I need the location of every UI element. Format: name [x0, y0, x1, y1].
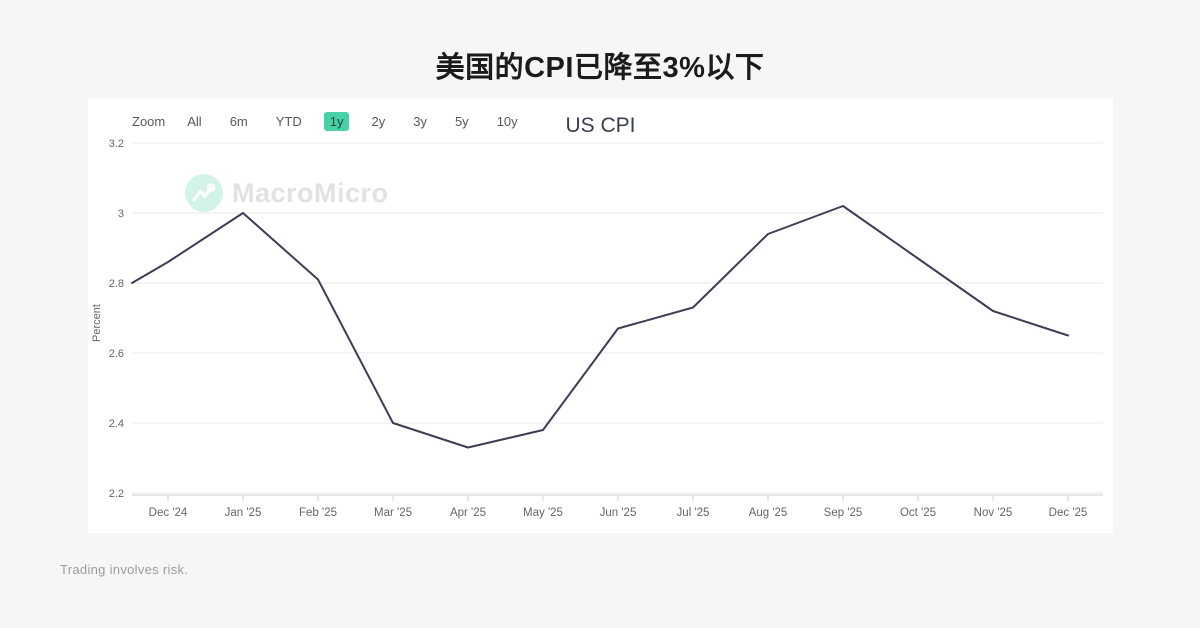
y-tick-label: 3: [118, 208, 124, 220]
disclaimer-text: Trading involves risk.: [60, 562, 189, 577]
y-tick-label: 2.2: [109, 488, 124, 500]
x-tick-label: Apr '25: [450, 507, 486, 519]
y-tick-label: 2.4: [109, 418, 124, 430]
y-tick-label: 2.8: [109, 278, 124, 290]
x-tick-label: Dec '24: [149, 507, 188, 519]
range-button-3y[interactable]: 3y: [413, 113, 427, 129]
chart-card: Zoom All 6m YTD 1y 2y 3y 5y 10y US CPI MacroMic…: [88, 98, 1113, 533]
range-button-10y[interactable]: 10y: [496, 113, 518, 129]
x-tick-label: Jul '25: [677, 507, 710, 519]
x-tick-label: Jun '25: [600, 507, 637, 519]
y-axis-title: Percent: [91, 304, 103, 342]
range-button-ytd[interactable]: YTD: [275, 113, 302, 129]
range-buttons-group: All 6m YTD 1y 2y 3y 5y 10y: [181, 111, 539, 131]
x-tick-label: Jan '25: [225, 507, 262, 519]
range-button-5y[interactable]: 5y: [454, 113, 469, 129]
zoom-label: Zoom: [132, 113, 166, 129]
x-tick-label: Oct '25: [900, 507, 936, 519]
plot-area[interactable]: 3.2 3 2.8 2.6 2.4 2.2 Dec '24 Jan '25 Feb '25 Mar…: [88, 98, 1113, 533]
x-tick-label: May '25: [523, 507, 563, 519]
x-tick-label: Aug '25: [749, 507, 788, 519]
range-toolbar: Zoom All 6m YTD 1y 2y 3y 5y 10y: [132, 109, 540, 133]
x-tick-label: Dec '25: [1049, 507, 1088, 519]
x-tick-label: Feb '25: [299, 507, 337, 519]
range-button-2y[interactable]: 2y: [371, 113, 386, 129]
x-tick-label: Sep '25: [824, 507, 863, 519]
y-tick-label: 2.6: [109, 348, 124, 360]
y-tick-label: 3.2: [109, 138, 124, 150]
chart-title: US CPI: [565, 114, 636, 137]
x-tick-label: Nov '25: [974, 507, 1013, 519]
page-title: 美国的CPI已降至3%以下: [435, 52, 765, 84]
x-tick-label: Mar '25: [374, 507, 412, 519]
cpi-series-line[interactable]: [131, 205, 1069, 449]
range-button-all[interactable]: All: [187, 113, 202, 129]
range-button-6m[interactable]: 6m: [229, 113, 248, 129]
range-button-1y[interactable]: 1y: [323, 111, 350, 131]
